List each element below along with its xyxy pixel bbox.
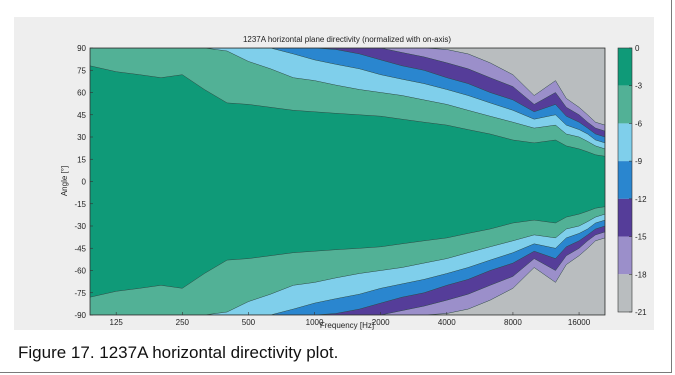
y-tick-label: 0 xyxy=(82,178,87,187)
y-tick-label: -60 xyxy=(74,267,86,276)
y-tick-label: -15 xyxy=(74,200,86,209)
colorbar-tick-label: -18 xyxy=(635,270,647,279)
colorbar-segment xyxy=(618,198,632,237)
x-tick-label: 16000 xyxy=(568,318,591,327)
y-axis-label: Angle [°] xyxy=(60,166,69,196)
colorbar-segment xyxy=(618,85,632,124)
colorbar-segment xyxy=(618,236,632,275)
colorbar-segment xyxy=(618,274,632,312)
colorbar-tick-label: -21 xyxy=(635,308,647,317)
figure-caption: Figure 17. 1237A horizontal directivity … xyxy=(18,343,339,362)
x-tick-label: 500 xyxy=(242,318,256,327)
colorbar-tick-label: -9 xyxy=(635,157,643,166)
x-tick-label: 1000 xyxy=(306,318,324,327)
y-tick-label: 45 xyxy=(77,111,86,120)
y-tick-label: 15 xyxy=(77,155,86,164)
contour-band-lower-6 xyxy=(90,237,605,315)
x-tick-label: 8000 xyxy=(504,318,522,327)
figure-panel: 1237A horizontal plane directivity (norm… xyxy=(14,17,654,330)
y-tick-label: -75 xyxy=(74,289,86,298)
colorbar-frame xyxy=(617,47,633,313)
y-tick-label: -90 xyxy=(74,311,86,320)
y-axis: 90 75 60 45 30 15 0 -15 -30 -45 -60 -75 -90 xyxy=(74,44,93,320)
colorbar-tick-label: -12 xyxy=(635,195,647,204)
y-tick-label: -30 xyxy=(74,222,86,231)
colorbar-tick-label: -15 xyxy=(635,233,647,242)
colorbar-segment xyxy=(618,161,632,199)
x-tick-label: 125 xyxy=(110,318,124,327)
y-tick-label: 90 xyxy=(77,44,86,53)
contour-band-upper-5 xyxy=(90,48,605,132)
contour-band-lower-5 xyxy=(90,231,605,315)
y-tick-label: 30 xyxy=(77,133,86,142)
colorbar-tick-label: -3 xyxy=(635,82,643,91)
directivity-chart: 1237A horizontal plane directivity (norm… xyxy=(60,35,647,330)
colorbar: 0 -3 -6 -9 -12 -15 -18 -21 xyxy=(617,44,647,317)
y-tick-label: 75 xyxy=(77,66,86,75)
x-tick-label: 250 xyxy=(176,318,190,327)
x-axis-label: Frequency [Hz] xyxy=(320,321,374,330)
x-tick-label: 4000 xyxy=(438,318,456,327)
y-tick-label: 60 xyxy=(77,89,86,98)
y-tick-label: -45 xyxy=(74,244,86,253)
colorbar-segment xyxy=(618,123,632,162)
x-tick-label: 2000 xyxy=(372,318,390,327)
contour-band-upper-6 xyxy=(90,48,605,126)
plot-area xyxy=(90,48,605,315)
colorbar-tick-label: -6 xyxy=(635,119,643,128)
colorbar-segment xyxy=(618,48,632,86)
colorbar-tick-label: 0 xyxy=(635,44,640,53)
x-axis: 125 250 500 1000 2000 4000 8000 16000 xyxy=(110,312,591,327)
chart-title: 1237A horizontal plane directivity (norm… xyxy=(243,35,451,44)
